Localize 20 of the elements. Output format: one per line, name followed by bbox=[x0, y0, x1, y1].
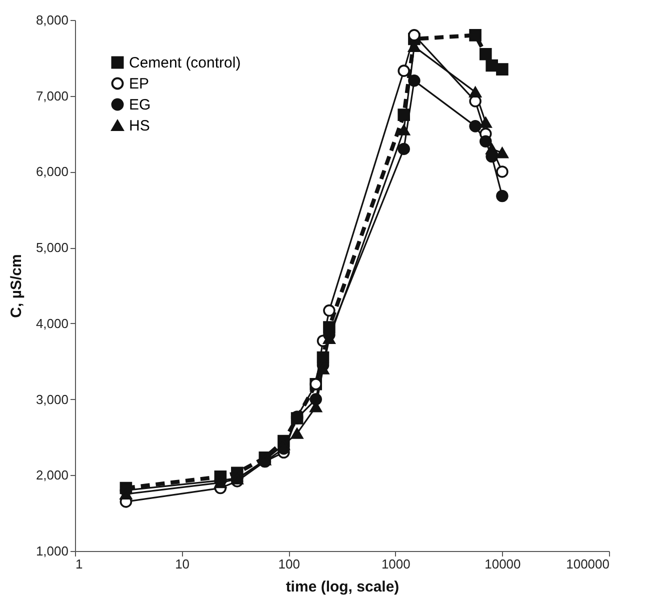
x-tick-label: 1000 bbox=[381, 556, 410, 572]
legend-label: EP bbox=[129, 76, 150, 92]
x-tick-label: 10 bbox=[175, 556, 190, 572]
y-tick-label: 6,000 bbox=[36, 164, 68, 180]
x-tick-label: 100000 bbox=[566, 556, 610, 572]
x-axis-title: time (log, scale) bbox=[286, 578, 400, 596]
x-tick-label: 10000 bbox=[484, 556, 521, 572]
y-axis-title: C, µS/cm bbox=[8, 254, 25, 318]
y-tick-label: 2,000 bbox=[36, 468, 68, 483]
legend-label: EG bbox=[129, 96, 151, 114]
x-tick-label: 100 bbox=[278, 556, 300, 572]
x-tick-label: 1 bbox=[76, 556, 83, 572]
legend-label: Cement (control) bbox=[129, 54, 241, 72]
y-tick-label: 1,000 bbox=[36, 544, 68, 558]
y-tick-label: 5,000 bbox=[36, 240, 68, 256]
legend-label: HS bbox=[129, 118, 150, 134]
y-tick-label: 7,000 bbox=[36, 88, 68, 104]
y-tick-label: 3,000 bbox=[36, 392, 68, 407]
y-tick-label: 8,000 bbox=[36, 12, 68, 28]
y-tick-label: 4,000 bbox=[36, 316, 68, 331]
